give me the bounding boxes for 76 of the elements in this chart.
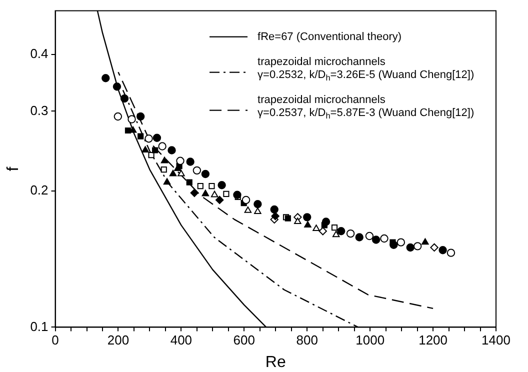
point xyxy=(365,232,374,240)
x-tick-label: 600 xyxy=(233,332,256,348)
point xyxy=(318,227,327,236)
point xyxy=(331,224,338,231)
point xyxy=(192,166,202,175)
x-tick-label: 1000 xyxy=(356,332,385,348)
point xyxy=(346,229,355,238)
y-tick-label: 0.3 xyxy=(30,102,48,118)
point xyxy=(312,224,320,232)
point xyxy=(163,178,171,185)
point xyxy=(304,221,312,228)
point xyxy=(208,183,215,190)
point xyxy=(355,233,364,242)
point xyxy=(438,246,447,254)
point xyxy=(102,74,110,82)
point xyxy=(270,205,278,214)
point xyxy=(303,213,312,222)
point xyxy=(233,190,242,200)
legend-label: fRe=67 (Conventional theory) xyxy=(258,30,402,43)
point xyxy=(446,248,456,257)
point xyxy=(337,227,346,236)
point xyxy=(136,112,145,121)
x-tick-label: 400 xyxy=(170,332,192,348)
point xyxy=(114,112,122,121)
point xyxy=(169,170,177,176)
point xyxy=(244,206,252,213)
point xyxy=(396,238,406,246)
point xyxy=(422,238,429,245)
point xyxy=(332,230,340,238)
y-tick-label: 0.2 xyxy=(30,182,48,198)
point xyxy=(406,243,414,252)
point xyxy=(294,218,302,224)
point xyxy=(216,196,224,204)
point xyxy=(380,234,388,243)
point xyxy=(223,190,230,197)
point xyxy=(390,240,398,249)
point xyxy=(160,166,167,173)
point xyxy=(168,146,176,154)
y-axis-title: f xyxy=(5,166,22,172)
point xyxy=(322,218,330,226)
point xyxy=(190,188,199,198)
point xyxy=(414,242,422,250)
x-axis-title: Re xyxy=(265,354,286,371)
point xyxy=(144,134,153,143)
point xyxy=(254,208,262,214)
point xyxy=(176,156,184,166)
point xyxy=(124,127,132,134)
point xyxy=(112,82,122,91)
x-tick-label: 1200 xyxy=(418,332,448,348)
point xyxy=(197,183,204,190)
point xyxy=(254,200,262,208)
point xyxy=(218,181,226,190)
point xyxy=(152,147,158,154)
point xyxy=(242,196,250,204)
point xyxy=(142,146,149,153)
point xyxy=(160,156,168,164)
point xyxy=(210,190,218,198)
point xyxy=(152,134,162,142)
point xyxy=(186,158,194,166)
point xyxy=(148,152,154,158)
point xyxy=(186,179,192,186)
y-tick-label: 0.1 xyxy=(30,318,48,334)
point xyxy=(120,94,129,103)
point xyxy=(158,142,166,150)
x-tick-label: 1400 xyxy=(482,332,510,348)
point xyxy=(201,170,210,178)
point xyxy=(178,170,185,176)
point xyxy=(430,243,438,252)
x-tick-label: 0 xyxy=(52,332,59,348)
point xyxy=(128,115,136,124)
point xyxy=(372,236,380,244)
point xyxy=(202,190,210,196)
x-tick-label: 200 xyxy=(107,332,130,348)
x-tick-label: 800 xyxy=(296,332,318,348)
point xyxy=(138,133,144,140)
y-tick-label: 0.4 xyxy=(30,46,48,62)
